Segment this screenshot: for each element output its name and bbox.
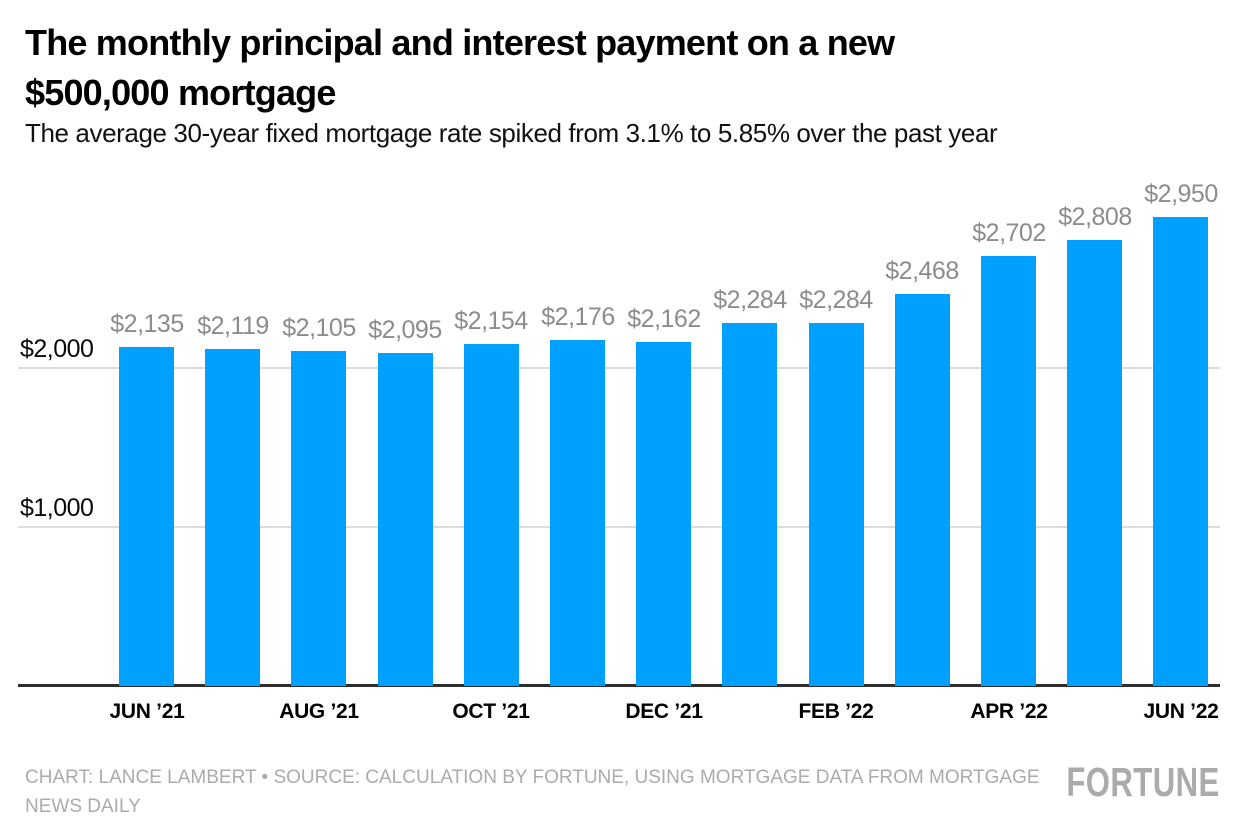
bar <box>636 342 691 686</box>
bar <box>722 323 777 686</box>
gridline <box>18 526 1220 528</box>
bar-value-label: $2,154 <box>454 307 528 335</box>
fortune-logo: FORTUNE <box>1066 759 1220 805</box>
bar-value-label: $2,702 <box>972 219 1046 247</box>
bar <box>119 347 174 686</box>
bar-value-label: $2,135 <box>110 310 184 338</box>
bar <box>291 351 346 686</box>
bar <box>1067 240 1122 686</box>
x-tick-label: JUN ’21 <box>109 700 185 723</box>
bar-value-label: $2,950 <box>1144 180 1218 208</box>
bar-value-label: $2,284 <box>799 286 873 314</box>
x-tick-label: OCT ’21 <box>452 700 530 723</box>
x-axis-baseline <box>18 684 1220 687</box>
bar <box>464 344 519 686</box>
bar-value-label: $2,119 <box>197 312 269 340</box>
bar <box>205 349 260 686</box>
bar-value-label: $2,284 <box>713 286 787 314</box>
bar-value-label: $2,176 <box>541 303 615 331</box>
bar-value-label: $2,162 <box>627 305 701 333</box>
bar-value-label: $2,105 <box>282 314 356 342</box>
bar <box>1153 217 1208 686</box>
bar <box>981 256 1036 686</box>
gridline <box>18 367 1220 369</box>
x-tick-label: JUN ’22 <box>1143 700 1219 723</box>
x-tick-label: FEB ’22 <box>798 700 874 723</box>
y-tick-label: $1,000 <box>20 494 94 522</box>
bar <box>809 323 864 686</box>
bar-value-label: $2,468 <box>885 257 959 285</box>
x-tick-label: AUG ’21 <box>279 700 359 723</box>
bar-value-label: $2,808 <box>1058 203 1132 231</box>
y-tick-label: $2,000 <box>20 335 94 363</box>
bar <box>550 340 605 686</box>
bar <box>895 294 950 686</box>
footer-credit: CHART: LANCE LAMBERT • SOURCE: CALCULATI… <box>25 767 1040 817</box>
bar <box>378 353 433 686</box>
chart-title: The monthly principal and interest payme… <box>25 22 895 113</box>
x-tick-label: APR ’22 <box>970 700 1048 723</box>
chart-subtitle: The average 30-year fixed mortgage rate … <box>25 118 998 148</box>
x-tick-label: DEC ’21 <box>625 700 703 723</box>
bar-value-label: $2,095 <box>368 316 442 344</box>
